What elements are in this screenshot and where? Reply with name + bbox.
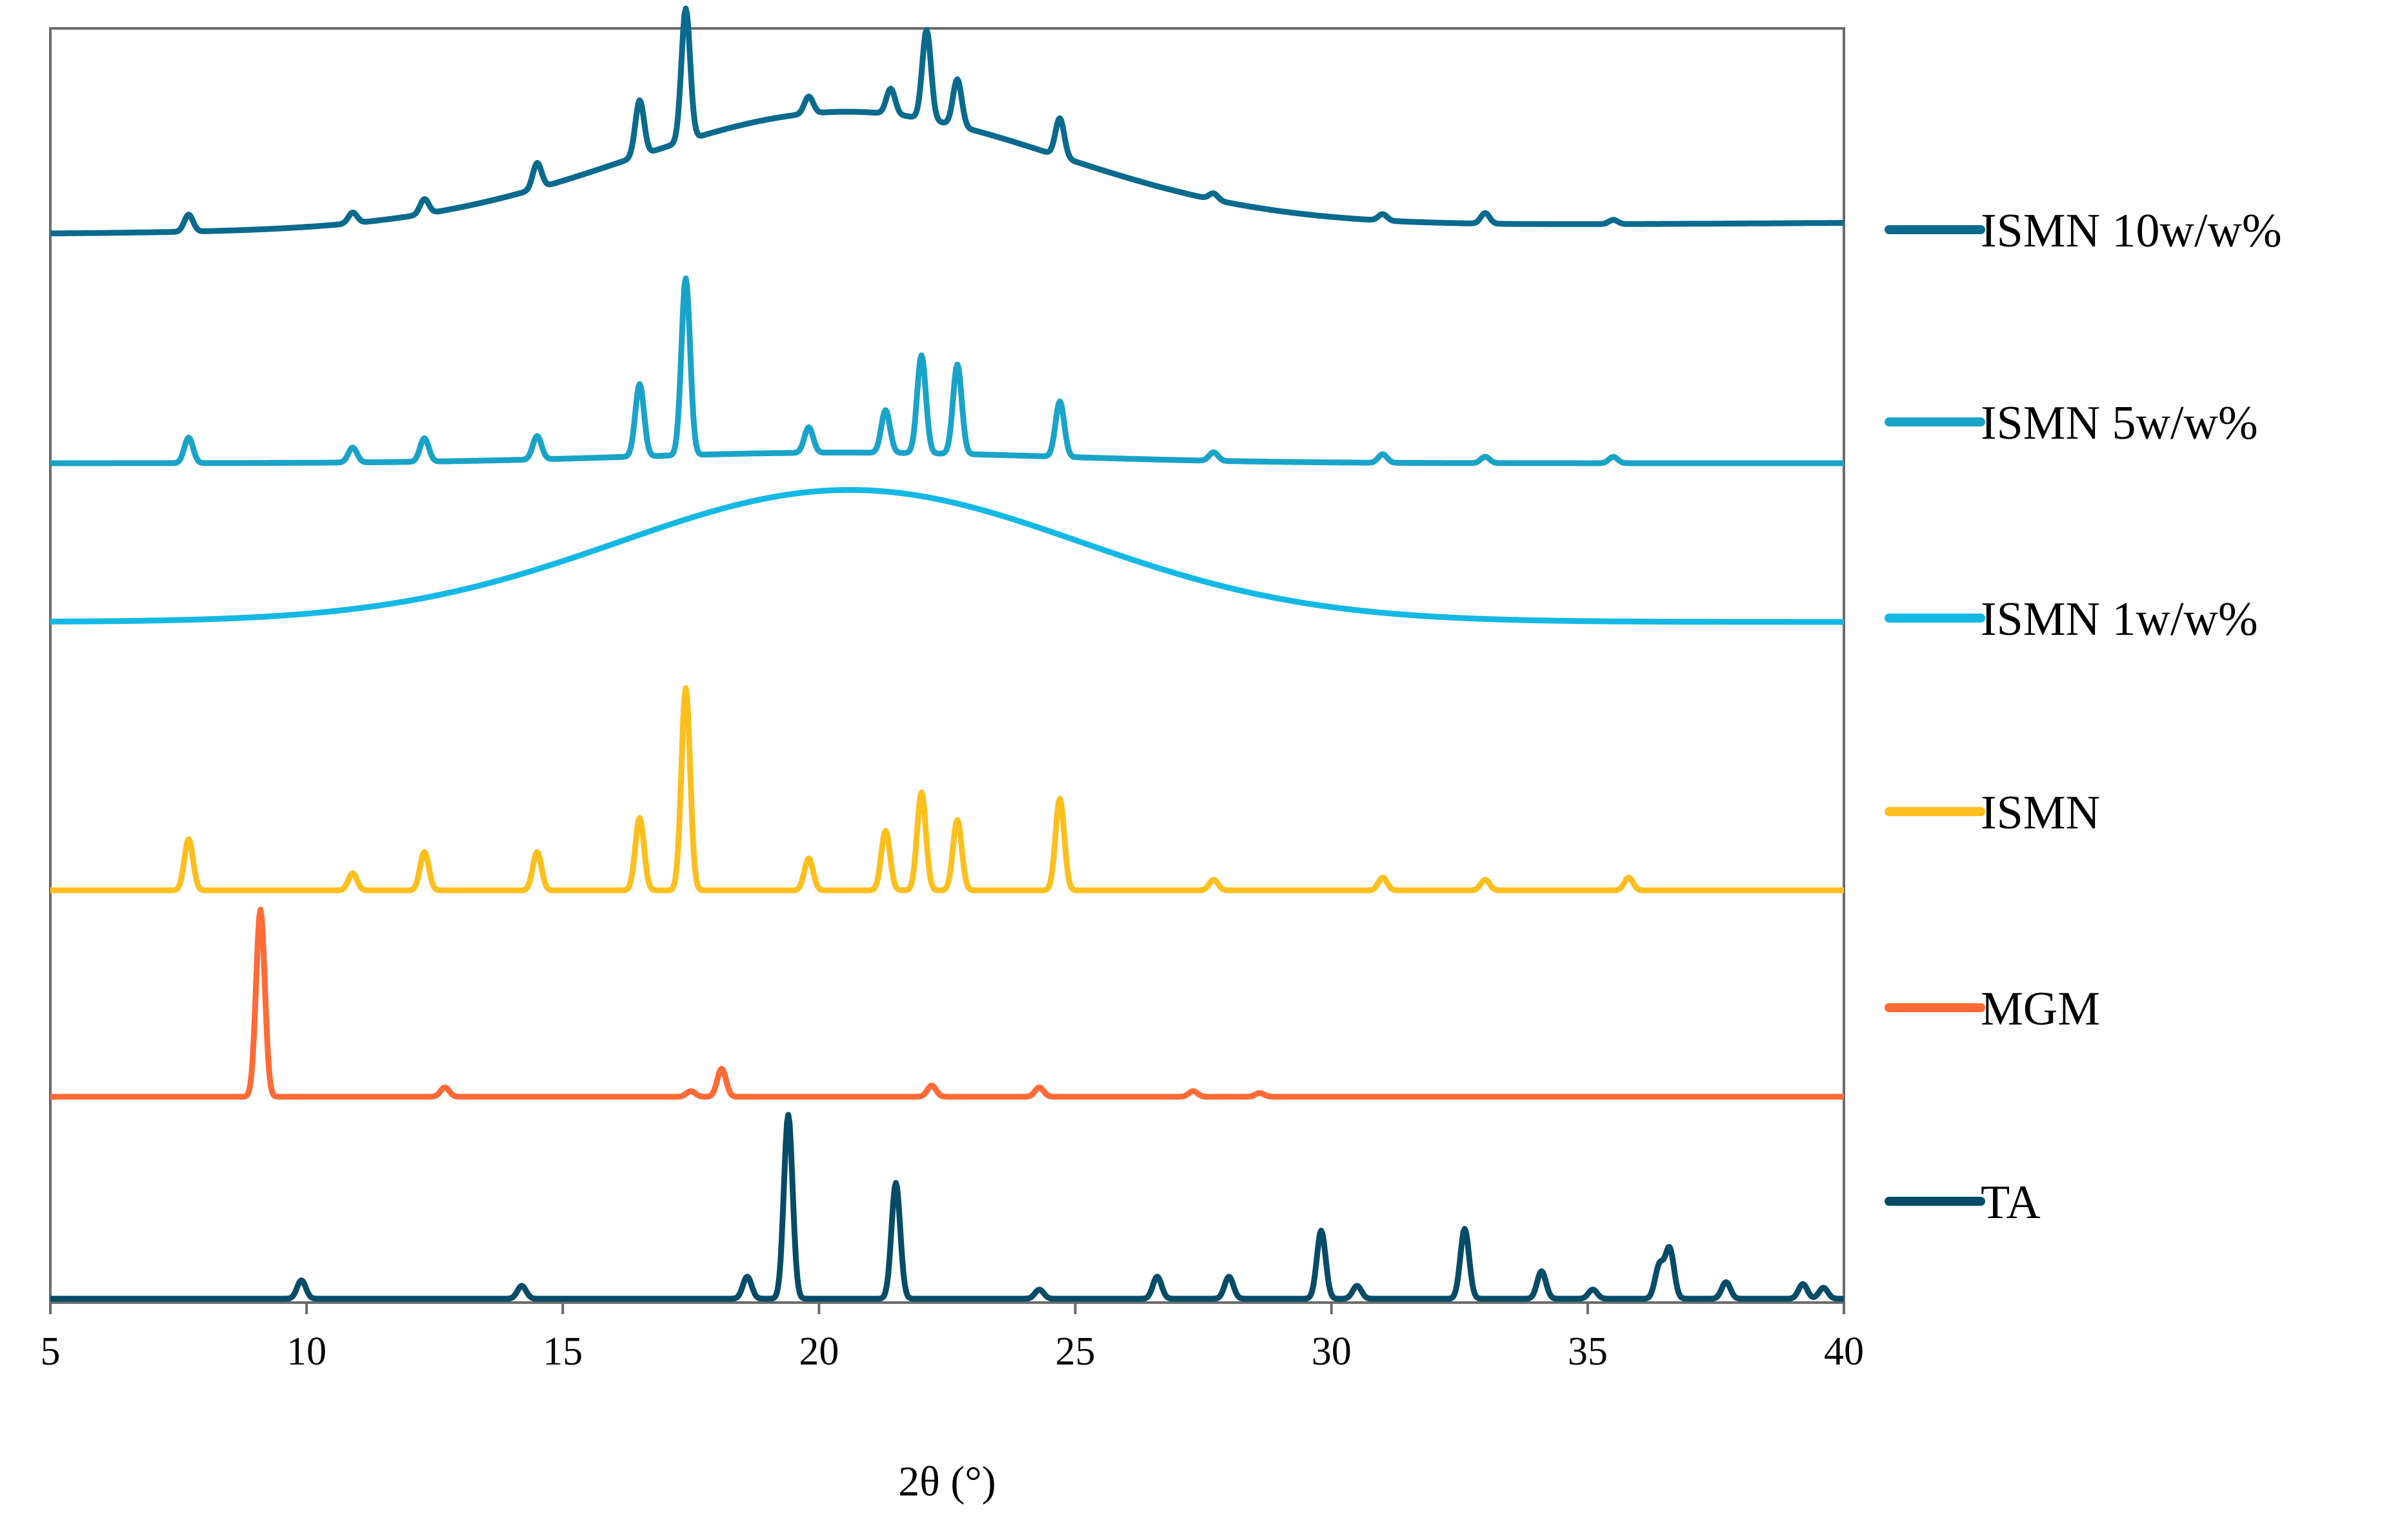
x-axis-title: 2θ (°) — [898, 1458, 996, 1505]
legend-label-4: MGM — [1981, 983, 2100, 1035]
series-line-ismn-5w-w- — [48, 275, 1846, 466]
x-tick-label-35: 35 — [1568, 1330, 1608, 1374]
x-tick-label-30: 30 — [1312, 1330, 1352, 1374]
series-line-ismn-1w-w- — [48, 486, 1846, 625]
x-tick-label-25: 25 — [1056, 1330, 1096, 1374]
series-line-ta — [48, 1112, 1846, 1302]
x-tick-label-20: 20 — [799, 1330, 839, 1374]
legend-label-3: ISMN — [1981, 786, 2100, 839]
series-line-ismn-10w-w- — [48, 5, 1846, 237]
x-axis: 5 10 15 20 25 30 35 40 — [41, 1303, 1864, 1374]
legend-label-1: ISMN 5w/w% — [1981, 397, 2258, 450]
x-tick-label-5: 5 — [41, 1330, 61, 1374]
legend-label-2: ISMN 1w/w% — [1981, 593, 2258, 646]
plot-frame — [49, 27, 1845, 1304]
legend: ISMN 10w/w% ISMN 5w/w% ISMN 1w/w% ISMN MGM TA — [1885, 205, 2282, 1229]
x-tick-label-40: 40 — [1824, 1330, 1864, 1374]
series-line-ismn — [48, 685, 1846, 894]
legend-label-5: TA — [1981, 1176, 2041, 1229]
series-layer — [48, 5, 1846, 1302]
legend-label-0: ISMN 10w/w% — [1981, 205, 2282, 257]
x-tick-label-10: 10 — [286, 1330, 326, 1374]
series-line-mgm — [48, 906, 1846, 1100]
x-tick-label-15: 15 — [543, 1330, 583, 1374]
